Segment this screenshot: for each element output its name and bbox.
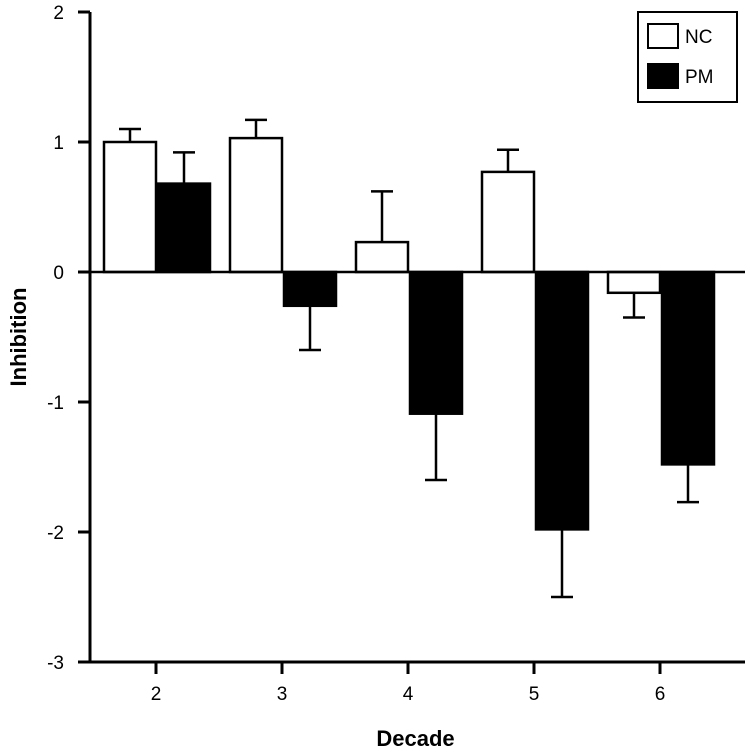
y-tick-label: 0 bbox=[53, 263, 64, 284]
x-tick-label: 2 bbox=[151, 684, 162, 705]
y-tick-label: -1 bbox=[47, 393, 64, 414]
bar-nc-5 bbox=[480, 170, 536, 274]
bar-pm-3 bbox=[282, 270, 338, 308]
y-tick-label: 1 bbox=[53, 133, 64, 154]
bar-pm-2 bbox=[156, 182, 212, 274]
error-bars-layer bbox=[119, 118, 699, 599]
bar-pm-4 bbox=[408, 270, 464, 415]
bar-nc-2 bbox=[102, 140, 158, 274]
x-tick-label: 4 bbox=[403, 684, 414, 705]
y-axis-title: Inhibition bbox=[6, 288, 31, 387]
bar-nc-3 bbox=[228, 136, 284, 274]
legend-label-nc: NC bbox=[685, 27, 712, 48]
legend-swatch-pm bbox=[647, 63, 679, 89]
bar-pm-6 bbox=[660, 270, 716, 466]
bar-pm-5 bbox=[534, 270, 590, 531]
bar-nc-6 bbox=[606, 270, 662, 295]
legend: NC PM bbox=[637, 11, 738, 103]
legend-swatch-nc bbox=[647, 23, 679, 49]
x-tick-label: 3 bbox=[277, 684, 288, 705]
bar-nc-4 bbox=[354, 240, 410, 274]
ticks-layer: -3 -2 -1 0 1 2 2 3 4 5 6 bbox=[47, 3, 665, 705]
y-tick-label: 2 bbox=[53, 3, 64, 24]
x-axis-title: Decade bbox=[376, 726, 454, 751]
axes-layer bbox=[88, 12, 745, 664]
y-tick-label: -2 bbox=[47, 523, 64, 544]
legend-label-pm: PM bbox=[685, 67, 714, 88]
y-tick-label: -3 bbox=[47, 653, 64, 674]
x-tick-label: 6 bbox=[655, 684, 666, 705]
x-tick-label: 5 bbox=[529, 684, 540, 705]
bars-layer bbox=[102, 136, 716, 531]
